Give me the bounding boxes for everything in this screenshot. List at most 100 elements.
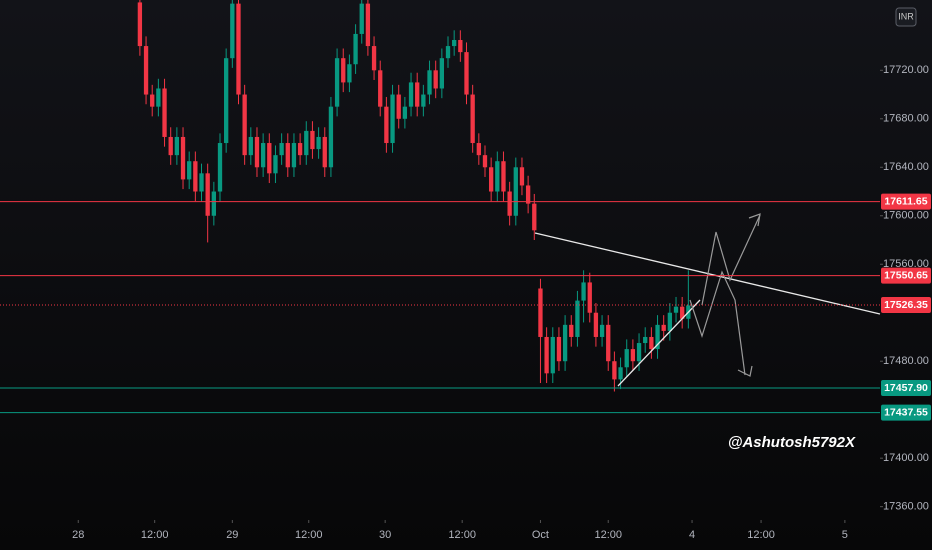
candle-body xyxy=(310,130,315,150)
arrow-head xyxy=(748,213,761,227)
candle-body xyxy=(661,324,666,331)
candle-body xyxy=(242,94,247,156)
candle-body xyxy=(230,3,235,59)
candle-body xyxy=(439,58,445,89)
y-tick-label: 17560.00 xyxy=(883,258,929,270)
x-tick-label: Oct xyxy=(532,529,549,541)
candle-body xyxy=(630,349,636,362)
x-tick-label: 12:00 xyxy=(448,529,476,541)
candle-body xyxy=(445,46,451,59)
candle-body xyxy=(291,143,297,168)
candle-body xyxy=(525,185,531,204)
candle-body xyxy=(482,155,488,168)
price-label-box xyxy=(881,297,931,314)
candle-body xyxy=(334,58,340,107)
candle-body xyxy=(371,46,377,71)
candle-body xyxy=(304,130,309,156)
currency-badge[interactable] xyxy=(895,7,917,27)
price-label-box xyxy=(881,380,931,396)
candle-body xyxy=(199,173,204,192)
candle-body xyxy=(254,136,260,168)
candle-body xyxy=(476,143,481,156)
candle-body xyxy=(550,336,555,374)
candle-body xyxy=(532,203,537,231)
candle-body xyxy=(224,58,229,144)
price-label-box xyxy=(881,267,931,284)
candle-body xyxy=(267,143,272,174)
price-label-box xyxy=(881,404,931,421)
candle-body xyxy=(538,288,543,337)
candle-body xyxy=(279,143,284,156)
candle-body xyxy=(285,143,290,168)
candle-body xyxy=(519,167,525,186)
candle-body xyxy=(328,106,334,168)
candle-body xyxy=(143,46,149,95)
x-tick-label: 12:00 xyxy=(594,529,622,541)
x-tick-label: 28 xyxy=(72,529,84,541)
candle-body xyxy=(507,191,512,216)
candle-body xyxy=(353,33,358,65)
watermark: @Ashutosh5792X xyxy=(728,434,856,451)
candle-body xyxy=(464,52,469,95)
price-label: 17437.55 xyxy=(884,406,928,418)
candle-body xyxy=(347,64,352,83)
candle-body xyxy=(415,82,420,107)
x-tick-label: 12:00 xyxy=(747,529,775,541)
candle-body xyxy=(587,282,592,313)
candle-body xyxy=(562,324,568,362)
projection-path xyxy=(689,270,746,376)
candle-body xyxy=(168,136,173,156)
candle-body xyxy=(624,349,629,368)
candle-body xyxy=(180,136,186,180)
candle-body xyxy=(673,306,679,313)
candle-body xyxy=(378,70,383,107)
candle-body xyxy=(606,324,611,362)
candle-body xyxy=(322,136,327,168)
candle-body xyxy=(150,94,155,107)
price-label: 17550.65 xyxy=(884,269,928,281)
candle-body xyxy=(217,143,223,192)
candle-body xyxy=(236,3,241,95)
candle-body xyxy=(316,136,321,150)
price-label: 17457.90 xyxy=(884,382,928,394)
candle-body xyxy=(649,336,654,350)
projection-path xyxy=(701,214,761,306)
candle-body xyxy=(643,336,648,344)
candle-body xyxy=(402,106,408,119)
candle-body xyxy=(599,324,605,337)
candle-body xyxy=(556,336,562,362)
candle-body xyxy=(593,312,599,337)
candle-body xyxy=(156,88,161,107)
candle-body xyxy=(618,367,623,380)
x-tick-label: 29 xyxy=(226,529,238,541)
x-tick-label: 12:00 xyxy=(295,529,323,541)
price-label: 17611.65 xyxy=(884,195,927,207)
price-label: 17526.35 xyxy=(884,299,928,311)
candle-body xyxy=(655,324,660,350)
candle-body xyxy=(667,312,673,331)
y-tick-label: 17400.00 xyxy=(883,452,929,464)
plot-area xyxy=(137,0,691,392)
candle-body xyxy=(488,167,494,192)
candle-body xyxy=(273,155,278,174)
candle-body xyxy=(211,191,216,216)
candle-body xyxy=(421,94,426,107)
candle-body xyxy=(581,282,586,301)
candle-body xyxy=(569,324,574,337)
candle-body xyxy=(174,136,180,156)
candle-body xyxy=(612,361,617,380)
x-tick-label: 30 xyxy=(379,529,391,541)
currency[interactable]: INR xyxy=(898,11,914,21)
candle-body xyxy=(248,136,253,156)
arrow-head xyxy=(737,365,753,377)
candle-body xyxy=(162,88,167,137)
y-tick-label: 17360.00 xyxy=(883,501,929,513)
candle-body xyxy=(359,3,364,34)
candle-body xyxy=(427,70,432,95)
y-tick-label: 17720.00 xyxy=(883,64,929,76)
candle-body xyxy=(396,94,401,119)
candle-body xyxy=(636,343,642,362)
candle-body xyxy=(260,143,266,168)
